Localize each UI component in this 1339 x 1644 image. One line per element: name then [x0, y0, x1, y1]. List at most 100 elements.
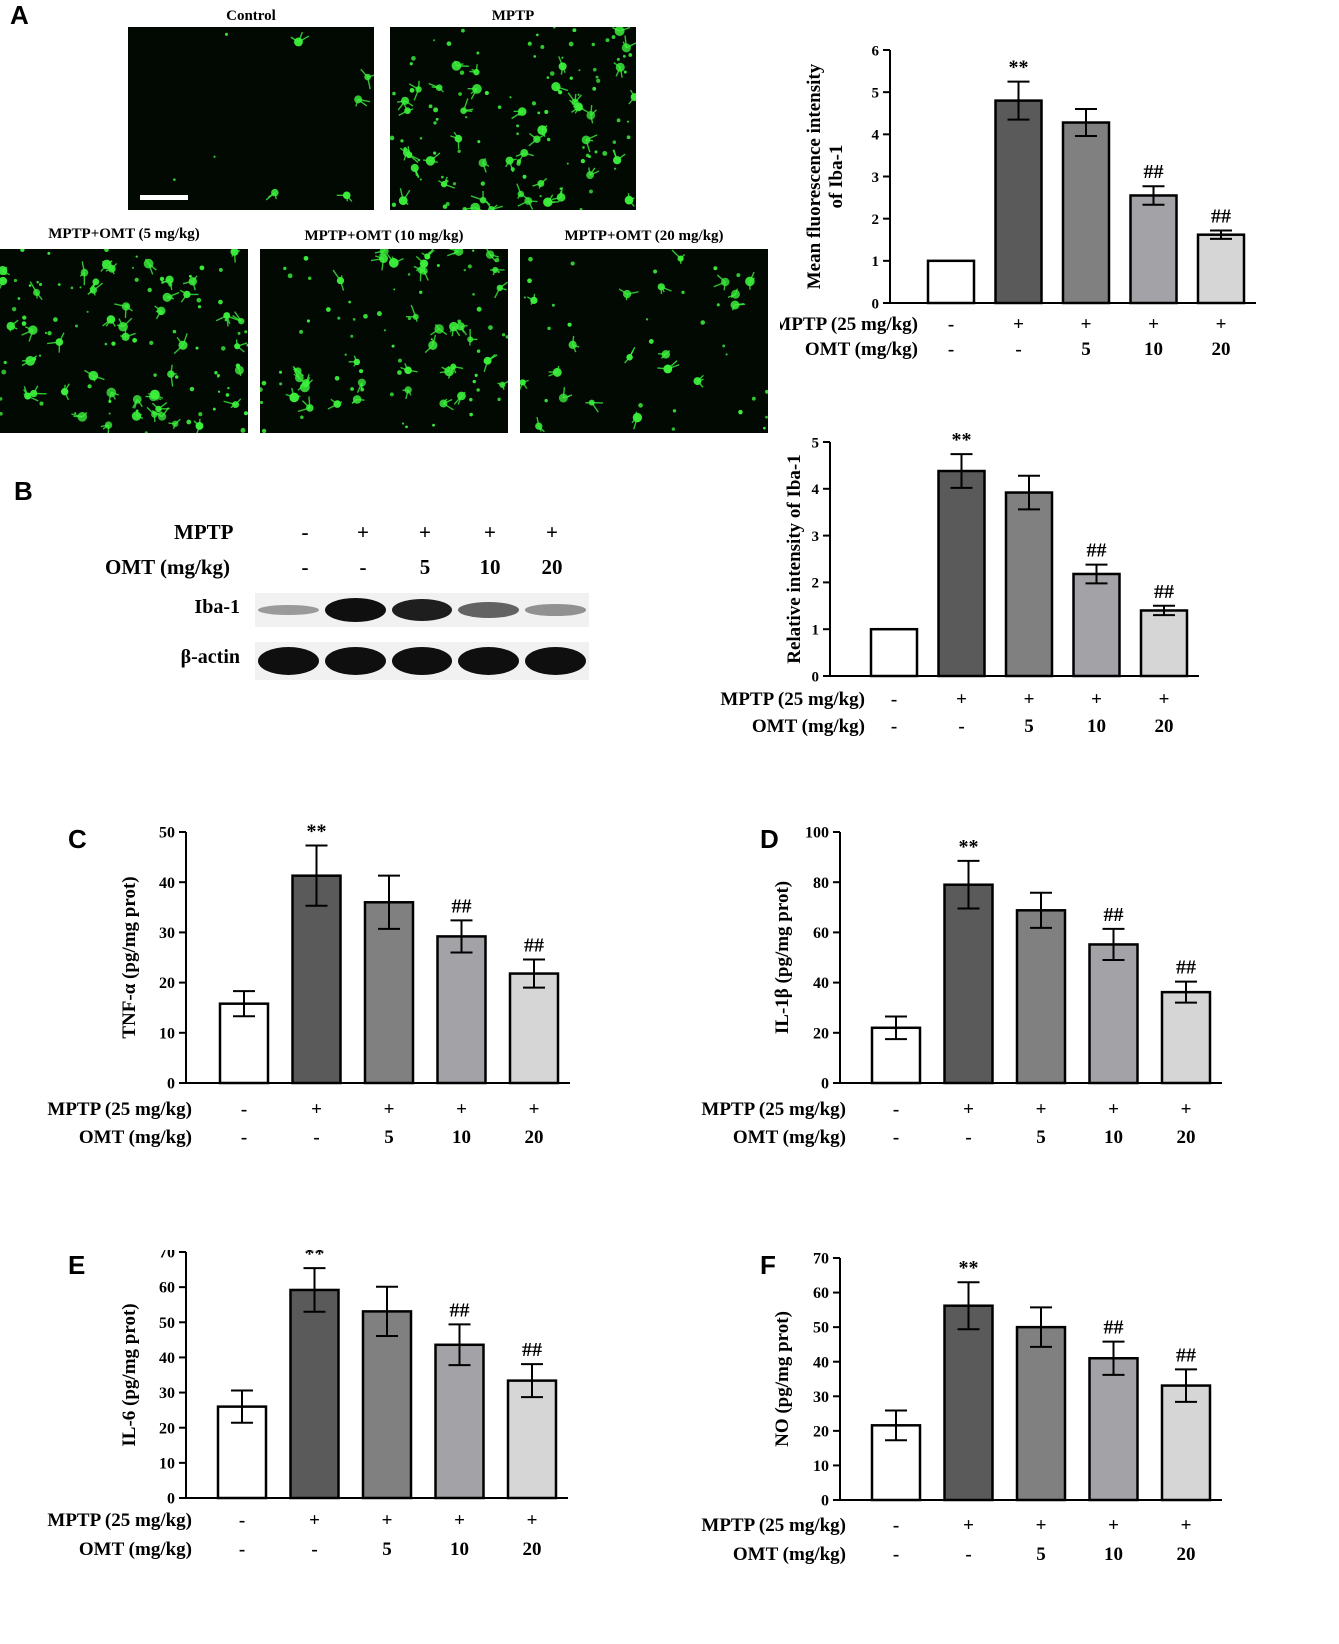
blot-strip-iba1 [255, 593, 589, 627]
microglia-cell [216, 375, 220, 378]
bar [1088, 1357, 1139, 1502]
microglia-cell [462, 206, 468, 210]
micrograph-omt20 [520, 249, 768, 433]
omt-dose: 5 [1081, 339, 1091, 360]
microglia-cell [591, 42, 595, 47]
microglia-cell [516, 124, 520, 128]
mptp-sign: + [1148, 314, 1159, 335]
bar [870, 1424, 922, 1502]
microglia-cell [392, 91, 396, 96]
microglia-cell [124, 303, 130, 308]
microglia-cell [154, 305, 166, 320]
y-tick-label: 0 [821, 1493, 829, 1510]
y-tick-label: 3 [812, 529, 820, 545]
mptp-sign: + [963, 1515, 974, 1536]
bar-chart-b: 0 1 2 3 4 5 Relative intensity of Iba-1 - - ** + - +… [720, 429, 1199, 737]
y-axis-label: of Iba-1 [826, 145, 847, 209]
microglia-cell [497, 397, 501, 402]
microglia-cell [334, 375, 340, 381]
omt-dose: - [893, 1127, 899, 1148]
y-tick-label: 1 [872, 254, 880, 270]
blot-mptp-sign: + [484, 520, 496, 544]
microglia-cell [727, 288, 740, 299]
microglia-cell [569, 99, 589, 114]
microglia-cell [419, 178, 422, 181]
microglia-cell [457, 149, 461, 153]
microglia-cell [480, 181, 485, 186]
microglia-cell [86, 310, 89, 313]
microglia-cell [417, 159, 421, 162]
mptp-sign: + [956, 689, 967, 710]
microglia-cell [474, 373, 478, 377]
microglia-cell [628, 89, 636, 105]
microglia-cell [22, 315, 27, 320]
microglia-cell [433, 107, 439, 113]
panel-letter-c: C [68, 824, 87, 854]
microglia-cell [612, 149, 626, 165]
microglia-cell [537, 111, 541, 115]
microglia-cell [531, 101, 537, 106]
bar [1196, 233, 1246, 305]
microglia-cell [657, 349, 671, 359]
microglia-cell [693, 374, 704, 388]
microglia-cell [672, 409, 677, 413]
microglia-cell [588, 155, 592, 159]
microglia-cell [509, 96, 512, 99]
microglia-cell [106, 387, 119, 403]
mptp-sign: + [382, 1510, 393, 1531]
y-tick-label: 20 [813, 1025, 829, 1042]
microglia-cell [494, 257, 500, 263]
microglia-cell [449, 321, 461, 337]
microglia-cell [465, 115, 468, 119]
mptp-row-label: MPTP (25 mg/kg) [701, 1099, 846, 1120]
microglia-cell [497, 380, 508, 390]
micrograph-omt5 [0, 249, 248, 433]
bar [994, 99, 1043, 305]
microglia-cell [135, 255, 138, 258]
microglia-cell [132, 337, 138, 343]
omt-dose: 5 [1024, 716, 1034, 737]
microglia-cell [20, 249, 25, 252]
microglia-cell [327, 398, 343, 410]
microglia-cell [348, 300, 352, 304]
blot-omt-label: OMT (mg/kg) [105, 555, 231, 579]
microglia-cell [570, 261, 575, 266]
microglia-cell [352, 317, 356, 321]
microglia-cell [0, 265, 10, 276]
microglia-cell [653, 269, 658, 274]
y-axis-label: Mean fluorescence intensity [804, 63, 825, 289]
microglia-cell [151, 402, 170, 413]
microglia-cell [21, 325, 38, 342]
significance-label: ** [305, 1250, 325, 1265]
microglia-cell [437, 176, 456, 189]
mptp-sign: - [893, 1515, 899, 1536]
microglia-cell [551, 187, 566, 202]
microglia-cell [393, 288, 396, 291]
microglia-cell [350, 334, 354, 338]
microglia-cell [131, 266, 134, 269]
microglia-cell [764, 389, 768, 394]
microglia-cell [344, 353, 347, 356]
y-axis-label: Relative intensity of Iba-1 [784, 454, 805, 664]
microglia-cell [47, 332, 65, 353]
microglia-cell [147, 287, 152, 293]
mptp-sign: + [529, 1099, 540, 1120]
microglia-cell [497, 271, 500, 274]
microglia-cell [476, 51, 480, 55]
microglia-cell [657, 360, 680, 374]
microglia-cell [616, 118, 621, 123]
omt-dose: 20 [1212, 339, 1231, 360]
blot-band [391, 598, 453, 622]
microglia-cell [198, 412, 203, 417]
microglia-cell [179, 289, 199, 303]
micrograph-caption-omt10: MPTP+OMT (10 mg/kg) [304, 228, 464, 244]
microglia-cell [419, 290, 423, 294]
microglia-cell [441, 175, 444, 179]
microglia-cell [730, 300, 746, 311]
omt-row-label: OMT (mg/kg) [79, 1539, 192, 1560]
blot-omt-dose: - [301, 555, 309, 579]
microglia-cell [214, 371, 218, 375]
microglia-cell [528, 132, 546, 147]
microglia-cell [578, 69, 581, 72]
microglia-cell [428, 82, 444, 93]
